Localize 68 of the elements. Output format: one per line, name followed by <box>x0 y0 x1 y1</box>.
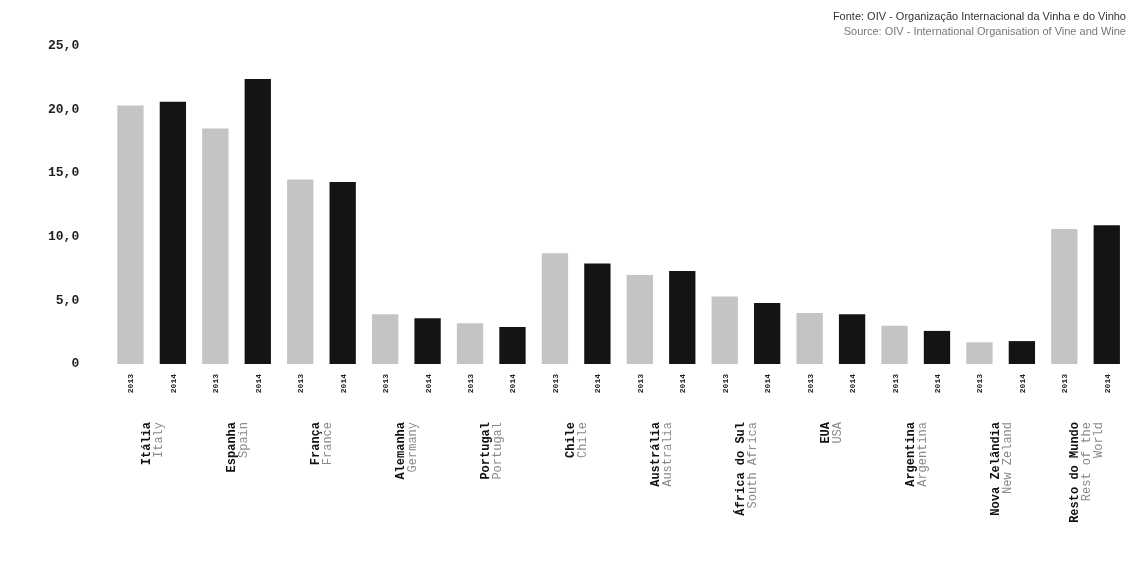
source-note: Fonte: OIV - Organização Internacional da Vinha e do Vinho <box>832 10 1126 22</box>
text: 2013 <box>211 374 221 394</box>
bar <box>541 253 569 364</box>
x-tick-label: Resto do Mundo Rest of the World <box>1067 422 1106 523</box>
x-tick-label: Alemanha Germany <box>394 422 421 480</box>
x-tick-label: Portugal Portugal <box>479 422 506 480</box>
text: 2014 <box>848 374 858 394</box>
text: 2013 <box>550 374 560 394</box>
bar <box>754 302 781 364</box>
bar <box>584 263 611 364</box>
bar <box>499 327 526 364</box>
bar <box>838 314 866 364</box>
text: 2013 <box>381 374 391 394</box>
source-note: Source: OIV - International Organisation of Vine and Wine <box>843 25 1126 37</box>
bar <box>966 342 993 364</box>
bar <box>669 271 696 364</box>
bar <box>1093 225 1120 364</box>
x-tick-label: França France <box>309 422 336 466</box>
text: 2014 <box>338 374 348 394</box>
x-tick-label: Chile Chile <box>564 422 591 459</box>
bar <box>202 128 229 364</box>
y-tick-label: 5,0 <box>55 292 80 308</box>
y-tick-label: 20,0 <box>47 101 80 117</box>
bar <box>371 314 399 364</box>
x-tick-label: Argentina Argentina <box>903 422 930 487</box>
text: 2014 <box>508 374 518 394</box>
x-tick-label: Itália Italy <box>139 422 166 466</box>
bar <box>287 179 314 364</box>
bar <box>244 78 271 364</box>
bar <box>159 101 187 364</box>
text: 2014 <box>423 374 433 394</box>
text: 2014 <box>593 374 603 394</box>
text: 2013 <box>466 374 476 394</box>
bar <box>923 330 951 364</box>
bar <box>711 296 738 364</box>
text: 2013 <box>126 373 136 394</box>
x-tick-label: Austrália Australia <box>649 422 676 487</box>
text: 2014 <box>763 374 773 394</box>
x-tick-label: África do Sul South Africa <box>732 422 760 516</box>
y-tick-label: 10,0 <box>47 229 80 244</box>
bar <box>796 313 823 364</box>
text: 2014 <box>1102 374 1112 394</box>
bar <box>456 323 484 364</box>
bar <box>1008 341 1036 364</box>
x-tick-label: Espanha Spain <box>224 422 251 473</box>
text: 2013 <box>1060 374 1070 394</box>
bar <box>1051 229 1078 364</box>
text: 2013 <box>635 374 645 394</box>
text: 2013 <box>805 374 815 394</box>
bar <box>329 181 356 364</box>
y-tick-label: 15,0 <box>47 165 80 181</box>
bar <box>626 274 653 364</box>
text: 2013 <box>296 374 306 394</box>
text: 2013 <box>975 374 985 394</box>
text: 2014 <box>1017 374 1027 394</box>
text: 2013 <box>890 374 900 394</box>
x-tick-label: Nova Zelândia New Zeland <box>988 422 1015 516</box>
text: 2014 <box>932 374 942 394</box>
text: 2013 <box>720 374 730 394</box>
text: 2014 <box>253 374 263 394</box>
bar <box>117 105 144 364</box>
bar <box>414 318 441 364</box>
text: 2014 <box>678 374 688 394</box>
y-tick-label: 25,0 <box>47 38 80 54</box>
y-tick-label: 0 <box>71 356 80 372</box>
text: 2014 <box>168 373 178 394</box>
bar <box>881 325 908 364</box>
x-tick-label: EUA USA <box>818 421 845 444</box>
